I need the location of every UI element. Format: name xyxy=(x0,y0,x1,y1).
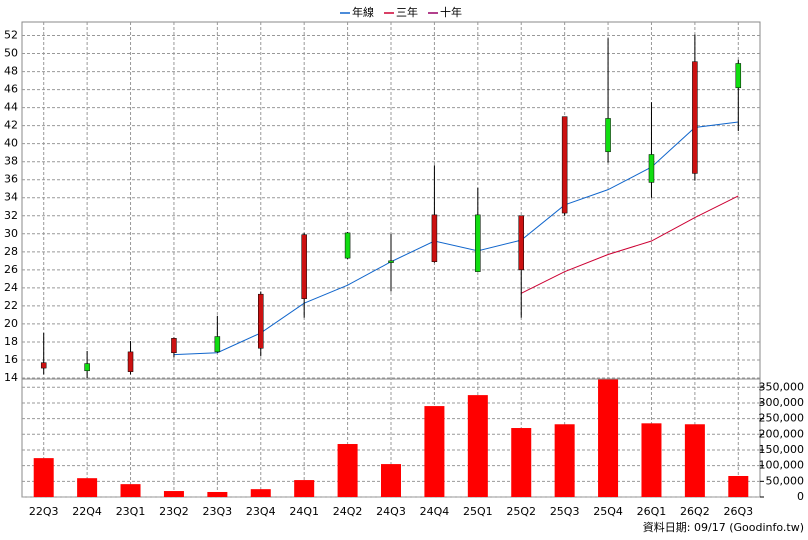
volume-bar xyxy=(511,428,532,497)
volume-bar xyxy=(554,424,575,497)
candle-body xyxy=(258,293,264,349)
y-tick-label: 48 xyxy=(4,65,18,78)
x-tick-label: 22Q3 xyxy=(29,505,59,518)
ma-line xyxy=(521,195,739,294)
volume-bar xyxy=(641,423,662,497)
y-tick-label: 50 xyxy=(4,47,18,60)
candle-body xyxy=(40,362,47,369)
y-tick-label: 52 xyxy=(4,29,18,42)
x-tick-label: 23Q4 xyxy=(246,505,276,518)
y-tick-label: 30 xyxy=(4,227,18,240)
candle-body xyxy=(735,63,742,89)
candle-body xyxy=(561,116,568,214)
y-tick-label: 44 xyxy=(4,101,18,114)
x-tick-label: 24Q3 xyxy=(376,505,406,518)
y2-tick-label: 150,000 xyxy=(759,443,805,456)
candle-body xyxy=(605,118,611,153)
x-tick-label: 25Q4 xyxy=(593,505,623,518)
volume-bar xyxy=(728,475,749,497)
y-tick-label: 20 xyxy=(4,317,18,330)
y-tick-label: 14 xyxy=(4,371,18,384)
x-tick-label: 23Q1 xyxy=(116,505,146,518)
volume-bar xyxy=(120,484,141,497)
candle-body xyxy=(127,351,134,372)
y-tick-label: 32 xyxy=(4,209,18,222)
x-tick-label: 24Q1 xyxy=(289,505,319,518)
x-tick-label: 22Q4 xyxy=(72,505,102,518)
volume-bar xyxy=(207,491,228,497)
x-tick-label: 25Q2 xyxy=(506,505,536,518)
y-tick-label: 16 xyxy=(4,353,18,366)
y2-tick-label: 50,000 xyxy=(766,474,805,487)
volume-bar xyxy=(467,395,488,497)
volume-bar xyxy=(33,458,54,497)
candle-body xyxy=(388,260,394,263)
candle-body xyxy=(692,61,698,174)
candle-body xyxy=(301,234,307,299)
candle-body xyxy=(214,336,221,353)
candle-body xyxy=(518,215,524,271)
volume-bar xyxy=(598,379,619,497)
y-tick-label: 42 xyxy=(4,119,18,132)
y-tick-label: 46 xyxy=(4,83,18,96)
y-tick-label: 18 xyxy=(4,335,18,348)
volume-bar xyxy=(337,444,358,497)
footer: 資料日期: 09/17 (Goodinfo.tw) xyxy=(643,520,804,534)
candle-body xyxy=(431,214,438,262)
volume-bar xyxy=(684,424,705,497)
candle-body xyxy=(475,214,481,272)
y-tick-label: 36 xyxy=(4,173,18,186)
y2-tick-label: 200,000 xyxy=(759,427,805,440)
volume-bar xyxy=(381,464,401,497)
candle-body xyxy=(84,363,90,372)
y2-tick-label: 250,000 xyxy=(759,412,805,425)
y-tick-label: 38 xyxy=(4,155,18,168)
legend-label: 三年 xyxy=(396,5,418,19)
x-tick-label: 23Q3 xyxy=(203,505,233,518)
x-tick-label: 26Q2 xyxy=(680,505,710,518)
x-tick-label: 25Q1 xyxy=(463,505,493,518)
legend-label: 年線 xyxy=(352,5,374,19)
volume-bar xyxy=(250,489,271,497)
x-tick-label: 24Q4 xyxy=(420,505,450,518)
x-tick-label: 23Q2 xyxy=(159,505,189,518)
y-tick-label: 24 xyxy=(4,281,18,294)
candle-body xyxy=(344,232,351,259)
y-tick-label: 40 xyxy=(4,137,18,150)
x-tick-label: 26Q3 xyxy=(723,505,753,518)
ma-line xyxy=(173,121,739,356)
y-tick-label: 34 xyxy=(4,191,18,204)
x-tick-label: 24Q2 xyxy=(333,505,363,518)
volume-bar xyxy=(77,478,98,497)
volume-bar xyxy=(424,406,445,497)
candle-body xyxy=(648,154,655,183)
y2-tick-label: 350,000 xyxy=(759,380,805,393)
y-tick-label: 22 xyxy=(4,299,18,312)
x-tick-label: 25Q3 xyxy=(550,505,580,518)
legend-label: 十年 xyxy=(440,5,462,19)
y-tick-label: 26 xyxy=(4,263,18,276)
y2-tick-label: 300,000 xyxy=(759,396,805,409)
x-tick-label: 26Q1 xyxy=(637,505,667,518)
y2-tick-label: 0 xyxy=(797,490,804,503)
candle-body xyxy=(171,338,177,354)
y2-tick-label: 100,000 xyxy=(759,459,805,472)
y-tick-label: 28 xyxy=(4,245,18,258)
volume-bar xyxy=(294,480,315,497)
volume-bar xyxy=(163,491,184,497)
